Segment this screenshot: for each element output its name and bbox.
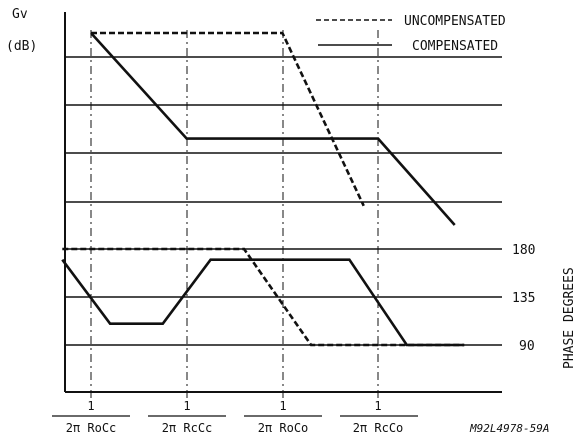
x-tick-denominator: 2π RcCo [353,421,404,435]
x-tick-numerator: 1 [87,399,94,413]
x-tick-rocc: 1 2π RoCc [52,399,130,435]
x-tick-denominator: 2π RcCc [162,421,213,435]
legend-label-uncompensated: UNCOMPENSATED [404,14,506,29]
y-axis-label-line2: (dB) [6,39,37,54]
x-tick-denominator: 2π RoCc [66,421,117,435]
x-tick-rccc: 1 2π RcCc [148,399,226,435]
phase-axis-label: PHASE DEGREES [562,267,577,369]
figure-code: M92L4978-59A [469,422,549,435]
series-layer [61,31,465,347]
x-tick-roco: 1 2π RoCo [244,399,322,435]
y-axis-label-line1: Gv [12,7,28,22]
x-tick-numerator: 1 [279,399,286,413]
phase-series-compensated [61,258,465,347]
legend: UNCOMPENSATED COMPENSATED [316,14,506,54]
x-tick-rcco: 1 2π RcCo [340,399,418,435]
phase-series-uncompensated [62,247,465,347]
gain-series-uncompensated [91,31,365,207]
x-tick-denominator: 2π RoCo [258,421,309,435]
phase-tick-135: 135 [512,291,535,306]
gain-grid [65,56,502,203]
x-tick-numerator: 1 [183,399,190,413]
frequency-markers [90,30,379,400]
gain-series-compensated [90,32,456,226]
phase-tick-180: 180 [512,243,535,258]
x-tick-numerator: 1 [374,399,381,413]
phase-tick-90: 90 [519,339,535,354]
legend-label-compensated: COMPENSATED [412,39,498,54]
